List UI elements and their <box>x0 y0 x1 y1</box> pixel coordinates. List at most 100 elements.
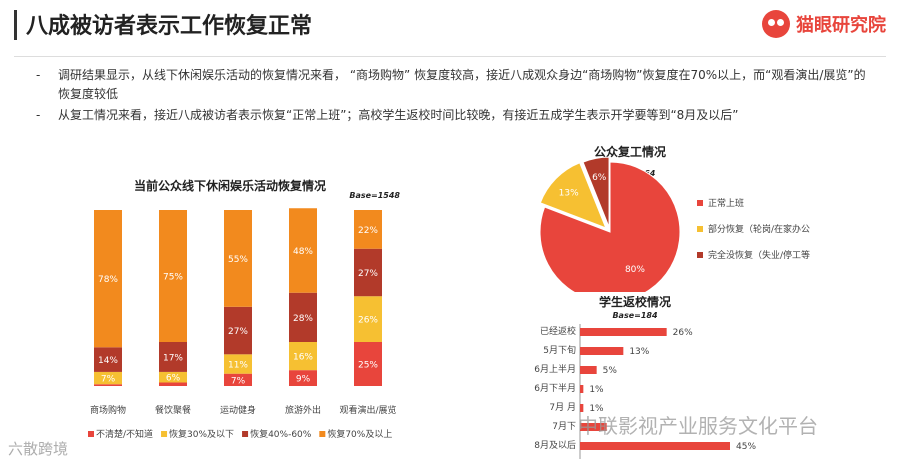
category-label: 餐饮聚餐 <box>155 404 191 416</box>
legend-label: 完全没恢复（失业/停工等） <box>708 249 810 261</box>
data-label: 9% <box>296 375 311 385</box>
page-title: 八成被访者表示工作恢复正常 <box>26 14 313 39</box>
data-label: 6% <box>166 374 181 384</box>
bar-segment <box>289 292 317 342</box>
bar-segment <box>354 210 382 249</box>
bar-segment <box>94 371 122 385</box>
pie-title: 公众复工情况 <box>594 144 666 159</box>
data-label: 27% <box>358 269 378 279</box>
bar-segment <box>354 248 382 297</box>
bar-segment <box>94 347 122 372</box>
work-resume-pie-chart: 公众复工情况 Base=1364 80%13%6% 正常上班部分恢复（轮岗/在家… <box>539 144 810 292</box>
category-label: 商场购物 <box>90 404 126 416</box>
data-label: 7% <box>231 376 246 386</box>
legend-label: 恢复30%及以下 <box>169 428 234 440</box>
data-label: 25% <box>358 361 378 371</box>
bar-segment <box>224 306 252 355</box>
bar <box>580 442 730 450</box>
brand-logo-text: 猫眼研究院 <box>796 15 886 36</box>
summary-bullet-text: 从复工情况来看，接近八成被访者表示恢复“正常上班”；高校学生返校时间比较晚，有接… <box>58 108 739 122</box>
watermark-left: 六散跨境 <box>8 440 69 458</box>
data-label: 75% <box>163 273 183 283</box>
legend-label: 部分恢复（轮岗/在家办公等） <box>708 223 810 235</box>
legend-label: 恢复70%及以上 <box>327 428 392 440</box>
legend-swatch <box>697 200 703 206</box>
legend-swatch <box>242 431 249 437</box>
pie-value-label: 6% <box>592 173 607 183</box>
legend-label: 不清楚/不知道 <box>96 428 153 440</box>
bar-segment <box>94 210 122 348</box>
data-label: 55% <box>228 255 248 265</box>
bar-segment <box>94 384 122 386</box>
data-label: 27% <box>228 327 248 337</box>
category-label: 5月下旬 <box>543 344 576 356</box>
category-label: 观看演出/展览 <box>339 404 396 416</box>
pie-slice <box>539 161 681 292</box>
chart-title: 当前公众线下休闲娱乐活动恢复情况 <box>134 178 326 193</box>
brand-logo: 猫眼研究院 <box>762 10 886 38</box>
pie-value-label: 13% <box>559 188 579 198</box>
header-divider <box>14 56 886 57</box>
category-label: 6月下半月 <box>534 382 576 394</box>
hbar-title: 学生返校情况 <box>599 296 671 309</box>
legend-swatch <box>697 226 703 232</box>
student-return-bar-chart: 学生返校情况 Base=184 已经返校 26% 5月下旬 13% 6月上半月 5% 6月下… <box>534 296 756 459</box>
bar-segment <box>224 210 252 307</box>
data-label: 78% <box>98 275 118 285</box>
value-label: 1% <box>589 404 604 414</box>
bar-segment <box>289 342 317 371</box>
recovery-stacked-bar-chart: 当前公众线下休闲娱乐活动恢复情况 Base=1548 7% 14% 78% 商场购物 6… <box>88 178 400 440</box>
bar-segment <box>289 208 317 293</box>
bar <box>580 328 667 336</box>
data-label: 11% <box>228 361 248 371</box>
bar-segment <box>159 382 187 386</box>
bar-segment <box>159 210 187 342</box>
summary-bullet: - 调研结果显示，从线下休闲娱乐活动的恢复情况来看， “商场购物” 恢复度较高，… <box>36 68 866 101</box>
category-label: 7月下 <box>552 421 576 432</box>
chart-base-label: Base=1548 <box>349 191 400 200</box>
category-label: 运动健身 <box>220 404 256 416</box>
bar <box>580 347 624 355</box>
value-label: 1% <box>589 385 604 395</box>
value-label: 26% <box>673 328 693 338</box>
bar-segment <box>159 342 187 372</box>
data-label: 17% <box>163 353 183 363</box>
data-label: 7% <box>101 375 116 385</box>
bar <box>580 404 584 412</box>
bar-segment <box>354 342 382 386</box>
data-label: 48% <box>293 247 313 257</box>
bar-segment <box>224 354 252 374</box>
pie-slice <box>539 162 607 229</box>
legend-swatch <box>161 431 168 437</box>
category-label: 已经返校 <box>540 325 576 337</box>
summary-bullet-text: 调研结果显示，从线下休闲娱乐活动的恢复情况来看， “商场购物” 恢复度较高，接近… <box>58 68 866 101</box>
value-label: 5% <box>603 366 618 376</box>
data-label: 22% <box>358 226 378 236</box>
bar <box>580 423 607 431</box>
value-label: 45% <box>736 442 756 452</box>
bar-segment <box>289 370 317 386</box>
category-label: 旅游外出 <box>285 404 321 416</box>
bar <box>580 385 584 393</box>
watermark-right: 中联影视产业服务文化平台 <box>578 414 818 438</box>
value-label: 13% <box>629 347 649 357</box>
data-label: 16% <box>293 353 313 363</box>
legend-swatch <box>697 252 703 258</box>
hbar-base-label: Base=184 <box>612 311 658 320</box>
pie-slice <box>582 156 610 228</box>
data-label: 14% <box>98 356 118 366</box>
bar-segment <box>159 371 187 383</box>
category-label: 7月 月 <box>549 402 576 413</box>
cat-eye-logo-icon <box>762 10 790 38</box>
summary-bullets: - 调研结果显示，从线下休闲娱乐活动的恢复情况来看， “商场购物” 恢复度较高，… <box>36 66 876 127</box>
category-label: 8月及以后 <box>534 440 576 451</box>
legend-swatch <box>319 431 326 437</box>
category-label: 6月上半月 <box>534 363 576 375</box>
pie-value-label: 80% <box>625 265 645 275</box>
data-label: 28% <box>293 314 313 324</box>
legend-label: 恢复40%-60% <box>250 428 312 440</box>
bar-segment <box>224 373 252 386</box>
bar-segment <box>354 296 382 342</box>
summary-bullet: - 从复工情况来看，接近八成被访者表示恢复“正常上班”；高校学生返校时间比较晚，… <box>36 108 739 122</box>
data-label: 26% <box>358 316 378 326</box>
